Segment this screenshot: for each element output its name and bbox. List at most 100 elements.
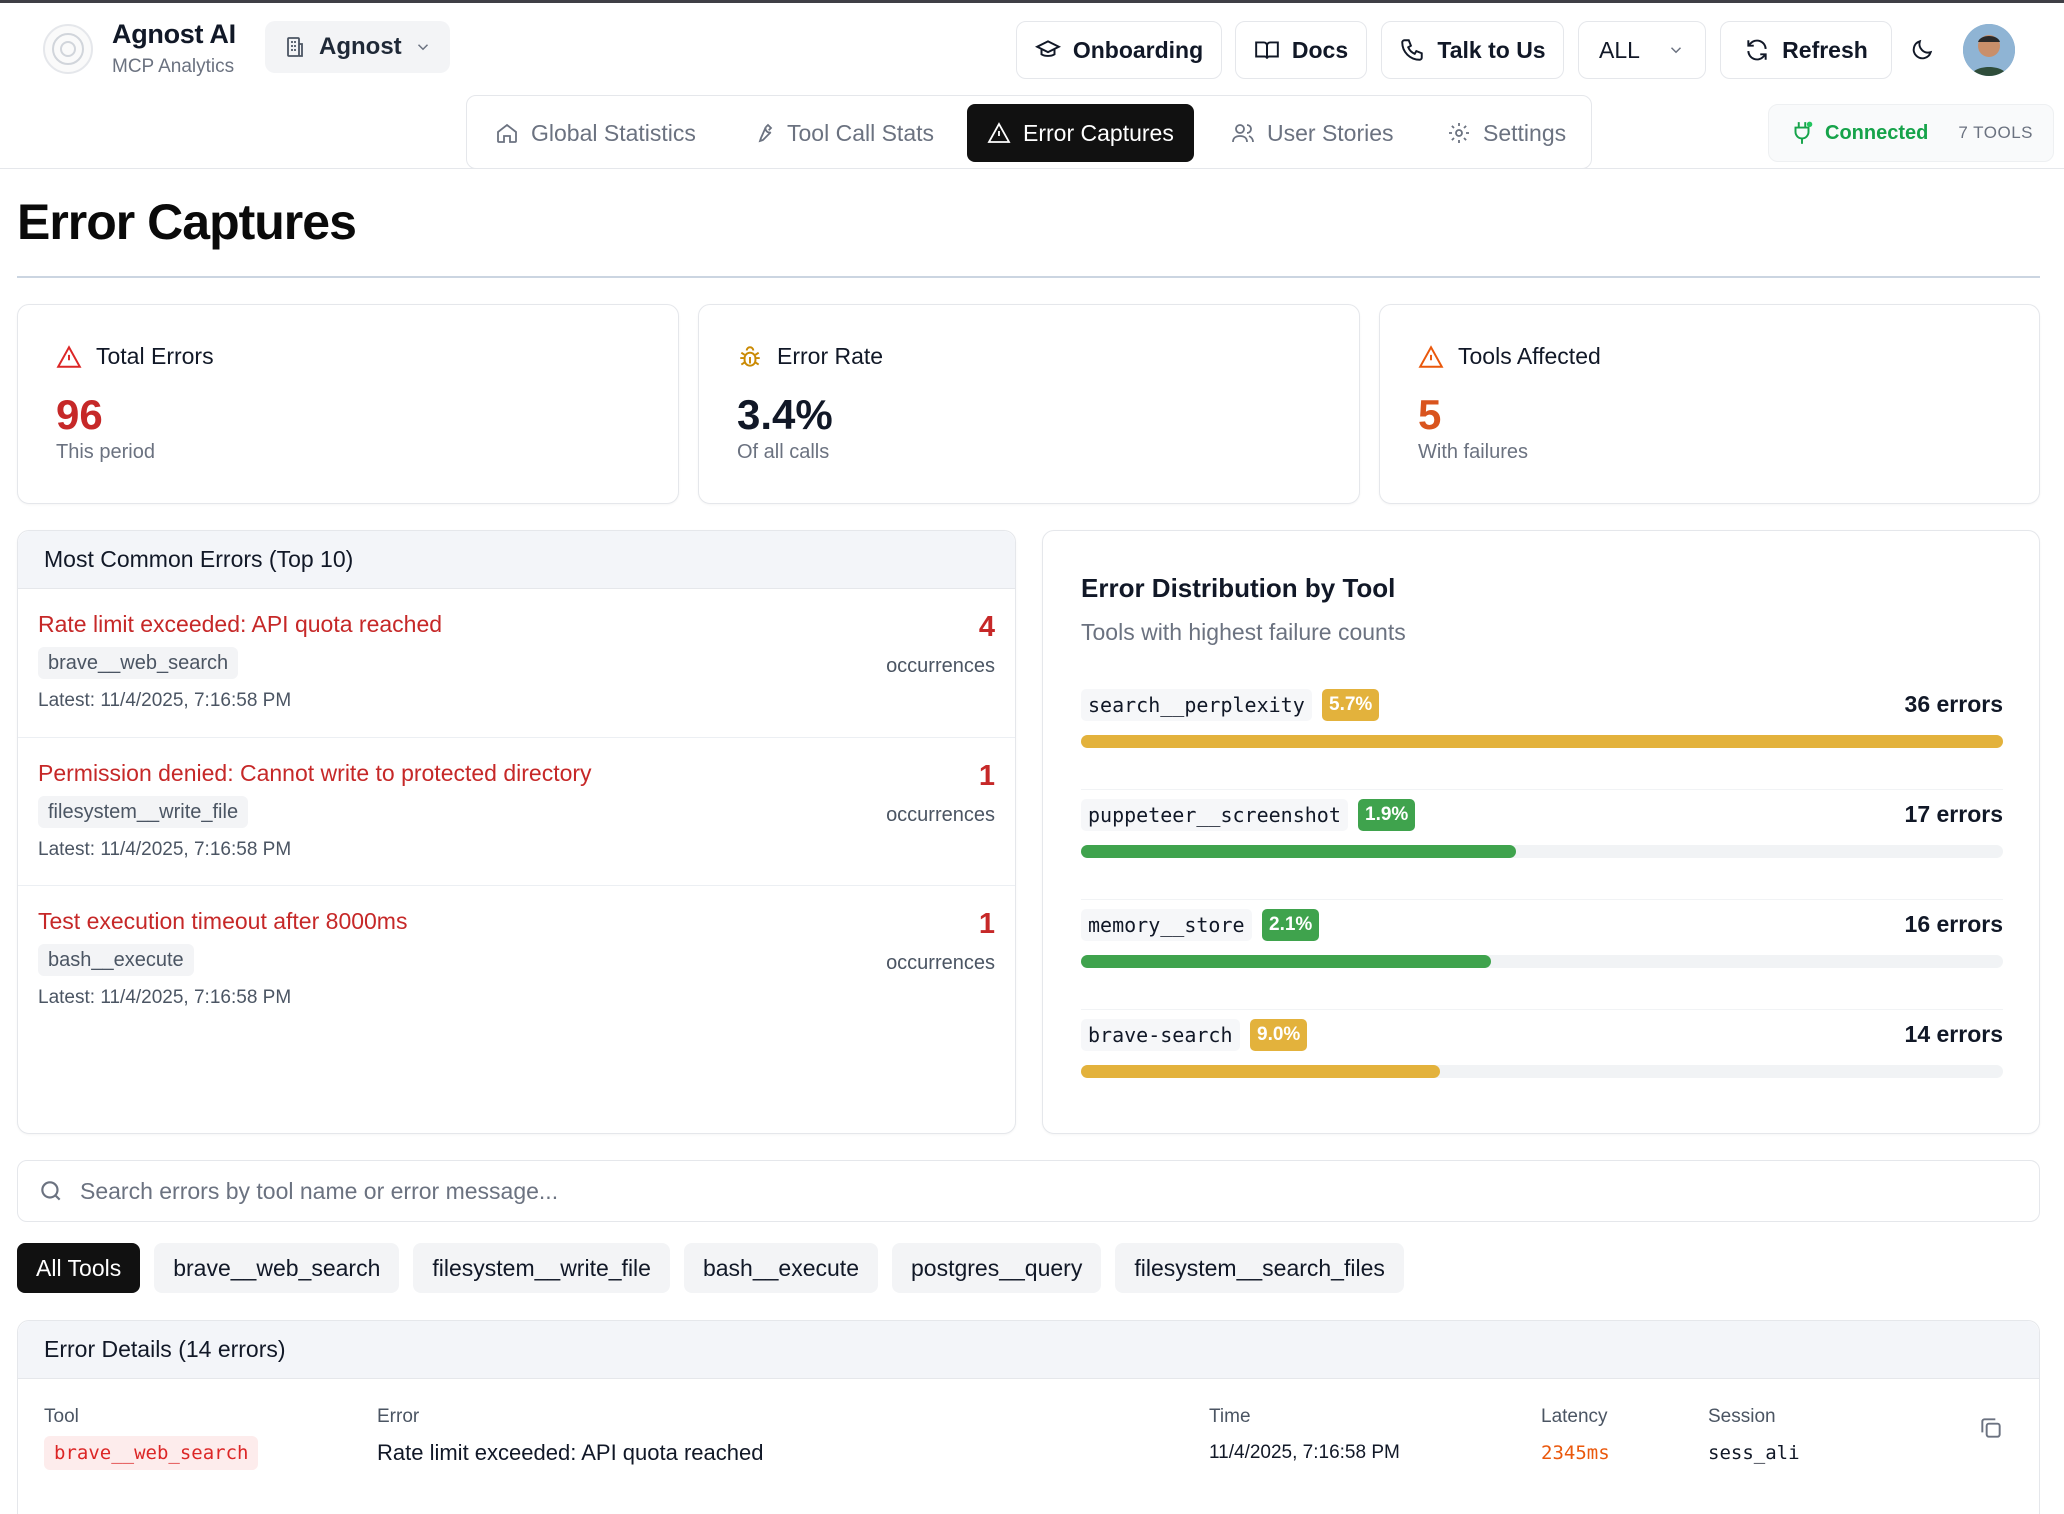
stat-subtitle: With failures	[1418, 441, 1529, 463]
error-count: 1	[978, 908, 995, 940]
error-latest-time: Latest: 11/4/2025, 7:16:58 PM	[38, 987, 292, 1008]
brand[interactable]: Agnost AI MCP Analytics	[42, 19, 236, 78]
wrench-icon	[758, 123, 773, 143]
occurrences-label: occurrences	[886, 655, 995, 677]
distribution-row[interactable]: search__perplexity 5.7% 36 errors	[1081, 689, 2003, 799]
search-icon	[41, 1181, 61, 1201]
error-message: Permission denied: Cannot write to prote…	[38, 760, 592, 786]
distribution-row[interactable]: memory__store 2.1% 16 errors	[1081, 909, 2003, 1019]
copy-button[interactable]	[1978, 1415, 2004, 1441]
occurrences-label: occurrences	[886, 952, 995, 974]
distribution-subtitle: Tools with highest failure counts	[1081, 619, 1406, 645]
bar-track	[1081, 1065, 2003, 1078]
error-rate-badge: 5.7%	[1322, 689, 1380, 721]
book-open-icon	[1255, 41, 1279, 59]
error-rate-badge: 2.1%	[1262, 909, 1320, 941]
column-header-tool: Tool	[44, 1406, 79, 1427]
scope-value: ALL	[1599, 36, 1640, 63]
column-header-latency: Latency	[1541, 1406, 1608, 1427]
stat-label: Tools Affected	[1458, 343, 1601, 369]
list-item[interactable]: Permission denied: Cannot write to prote…	[18, 737, 1015, 885]
error-latest-time: Latest: 11/4/2025, 7:16:58 PM	[38, 690, 292, 711]
avatar[interactable]	[1963, 24, 2015, 76]
warning-triangle-icon	[1418, 344, 1444, 368]
top-border	[0, 0, 2064, 3]
main-tabs: Global Statistics Tool Call Stats Error …	[466, 95, 1592, 169]
tab-user-stories[interactable]: User Stories	[1211, 104, 1414, 162]
error-rate-value: 3.4%	[737, 391, 833, 438]
error-time: 11/4/2025, 7:16:58 PM	[1209, 1442, 1400, 1463]
error-count: 1	[978, 760, 995, 792]
filter-bash-execute[interactable]: bash__execute	[683, 1243, 878, 1293]
distribution-title: Error Distribution by Tool	[1081, 573, 1396, 603]
onboarding-label: Onboarding	[1072, 36, 1204, 63]
session-id: sess_ali	[1708, 1442, 1800, 1464]
error-details-title: Error Details (14 errors)	[18, 1321, 2039, 1379]
occurrences-label: occurrences	[886, 804, 995, 826]
tab-label: Error Captures	[1023, 119, 1174, 146]
tab-settings[interactable]: Settings	[1427, 104, 1586, 162]
error-details-panel: Error Details (14 errors) Tool brave__we…	[17, 1320, 2040, 1514]
error-rate-badge: 9.0%	[1250, 1019, 1308, 1051]
column-header-session: Session	[1708, 1406, 1776, 1427]
tab-label: Global Statistics	[531, 119, 696, 146]
distribution-row[interactable]: brave-search 9.0% 14 errors	[1081, 1019, 2003, 1129]
tool-name: memory__store	[1081, 909, 1252, 941]
error-tool-tag: brave__web_search	[38, 647, 239, 679]
users-icon	[1232, 124, 1254, 143]
talk-label: Talk to Us	[1437, 36, 1546, 63]
phone-icon	[1401, 39, 1424, 61]
list-item[interactable]: Test execution timeout after 8000ms bash…	[18, 885, 1015, 1033]
title-divider	[17, 276, 2040, 278]
bar-fill	[1081, 955, 1491, 968]
filter-filesystem-search-files[interactable]: filesystem__search_files	[1115, 1243, 1404, 1293]
filter-filesystem-write-file[interactable]: filesystem__write_file	[413, 1243, 670, 1293]
filter-all-tools[interactable]: All Tools	[17, 1243, 141, 1293]
tool-name: puppeteer__screenshot	[1081, 799, 1348, 831]
app-subtitle: MCP Analytics	[112, 56, 235, 77]
plug-icon	[1794, 121, 1813, 144]
bar-fill	[1081, 735, 2003, 748]
scope-select[interactable]: ALL	[1578, 21, 1706, 79]
tool-name: brave-search	[1081, 1019, 1240, 1051]
onboarding-button[interactable]: Onboarding	[1016, 21, 1222, 79]
page-title: Error Captures	[17, 194, 357, 250]
bar-fill	[1081, 845, 1517, 858]
error-search	[17, 1160, 2040, 1222]
docs-button[interactable]: Docs	[1235, 21, 1367, 79]
org-selector[interactable]: Agnost	[265, 21, 450, 73]
tab-label: User Stories	[1267, 119, 1394, 146]
connection-status[interactable]: Connected 7 TOOLS	[1768, 104, 2054, 162]
tab-tool-call-stats[interactable]: Tool Call Stats	[731, 104, 954, 162]
search-input[interactable]	[80, 1177, 1980, 1205]
tab-global-statistics[interactable]: Global Statistics	[475, 104, 716, 162]
error-count: 4	[978, 611, 995, 643]
tools-affected-card: Tools Affected 5 With failures	[1379, 304, 2040, 504]
error-rate-badge: 1.9%	[1358, 799, 1416, 831]
refresh-button[interactable]: Refresh	[1720, 21, 1892, 79]
gear-icon	[1449, 123, 1469, 143]
refresh-icon	[1747, 39, 1767, 61]
copy-icon	[1981, 1418, 2001, 1438]
common-errors-panel: Most Common Errors (Top 10) Rate limit e…	[17, 530, 1016, 1134]
filter-postgres-query[interactable]: postgres__query	[891, 1243, 1102, 1293]
docs-label: Docs	[1291, 36, 1349, 63]
column-header-time: Time	[1209, 1406, 1251, 1427]
chevron-down-icon	[1670, 47, 1682, 54]
theme-toggle[interactable]	[1893, 21, 1951, 79]
stat-subtitle: This period	[56, 441, 155, 463]
list-item[interactable]: Rate limit exceeded: API quota reached b…	[18, 589, 1015, 737]
app-name: Agnost AI	[112, 19, 236, 49]
filter-brave-web-search[interactable]: brave__web_search	[154, 1243, 400, 1293]
tool-filters: All Tools brave__web_search filesystem__…	[17, 1243, 1404, 1293]
talk-to-us-button[interactable]: Talk to Us	[1381, 21, 1564, 79]
distribution-row[interactable]: puppeteer__screenshot 1.9% 17 errors	[1081, 799, 2003, 909]
error-count: 17 errors	[1904, 801, 2003, 827]
common-errors-title: Most Common Errors (Top 10)	[18, 531, 1015, 589]
warning-triangle-icon	[987, 122, 1011, 143]
moon-icon	[1912, 39, 1933, 60]
tab-error-captures[interactable]: Error Captures	[967, 104, 1194, 162]
bar-track	[1081, 735, 2003, 748]
total-errors-value: 96	[56, 391, 103, 438]
error-count: 16 errors	[1904, 911, 2003, 937]
